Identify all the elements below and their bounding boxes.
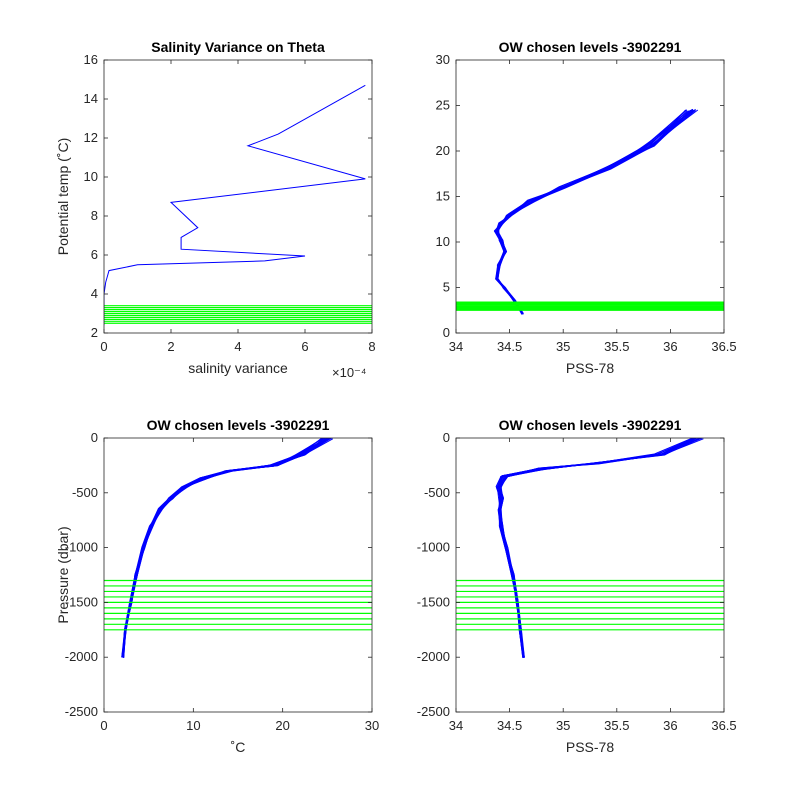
panel-4: 34 34.5 35 35.5 36 36.5 -2500 -2000 -1500 -1000 -5… <box>417 417 737 755</box>
panel-4-axes-box <box>455 437 725 713</box>
panel-2-y-tick-label-1: 0 <box>443 325 450 340</box>
panel-3-x-tick-label-4: 30 <box>365 718 379 733</box>
panel-3-y-tick-label-2: -2000 <box>65 649 98 664</box>
panel-1-x-tick-label-1: 0 <box>100 339 107 354</box>
panel-2-profile-line-5 <box>496 109 693 314</box>
panel-1-x-axis-label: salinity variance <box>188 360 288 376</box>
panel-3-y-tick-label-6: 0 <box>91 430 98 445</box>
panel-1-plot-area <box>104 84 372 326</box>
panel-1-x-exponent: ×10⁻⁴ <box>332 365 367 380</box>
panel-2-x-tick-label-2: 34.5 <box>497 339 522 354</box>
panel-4-y-tick-label-2: -2000 <box>417 649 450 664</box>
panel-4-x-tick-label-5: 36 <box>663 718 677 733</box>
panel-1-x-tick-label-3: 4 <box>234 339 241 354</box>
panel-3-y-tick-label-4: -1000 <box>65 540 98 555</box>
panel-3-x-tick-label-3: 20 <box>275 718 289 733</box>
panel-4-x-tick-label-3: 35 <box>556 718 570 733</box>
panel-3-plot-area <box>104 438 372 658</box>
panel-2-x-tick-label-5: 36 <box>663 339 677 354</box>
panel-4-x-tick-label-4: 35.5 <box>604 718 629 733</box>
panel-1-x-tick-label-5: 8 <box>368 339 375 354</box>
panel-2-profile-line-18 <box>495 109 688 314</box>
panel-3-title: OW chosen levels -3902291 <box>147 417 330 433</box>
panel-2-profile-line-2 <box>496 110 692 315</box>
panel-4-y-tick-label-5: -500 <box>424 485 450 500</box>
panel-2-profile-line-16 <box>497 109 699 314</box>
panel-2-axes-box <box>455 59 725 334</box>
panel-1-y-axis-label: Potential temp (˚C) <box>55 138 71 255</box>
panel-1-x-tick-label-2: 2 <box>167 339 174 354</box>
panel-3-x-tick-label-2: 10 <box>186 718 200 733</box>
panel-2-profile-line-4 <box>494 108 696 314</box>
panel-2-profile-line-7 <box>494 109 694 314</box>
panel-2-x-tick-label-1: 34 <box>449 339 463 354</box>
panel-3-profile-line-7 <box>121 438 329 657</box>
panel-2-x-tick-label-4: 35.5 <box>604 339 629 354</box>
panel-1-y-tick-label-7: 14 <box>84 91 98 106</box>
panel-2-y-tick-label-6: 25 <box>436 98 450 113</box>
panel-1-axes-box <box>103 59 373 334</box>
panel-1-y-tick-label-5: 10 <box>84 169 98 184</box>
panel-2-profile-line-1 <box>495 109 692 315</box>
panel-2-x-tick-label-6: 36.5 <box>711 339 736 354</box>
panel-3-axes-box <box>103 437 373 713</box>
panel-4-profile-line-18 <box>496 438 703 658</box>
panel-3-x-axis-label: ˚C <box>231 739 246 755</box>
panel-4-y-tick-label-3: -1500 <box>417 594 450 609</box>
panel-2: 34 34.5 35 35.5 36 36.5 0 5 10 15 20 25 30 OW chosen … <box>436 39 737 376</box>
panel-4-x-tick-label-1: 34 <box>449 718 463 733</box>
panel-2-plot-area <box>456 108 724 315</box>
panel-2-y-tick-label-7: 30 <box>436 52 450 67</box>
panel-4-x-tick-label-2: 34.5 <box>497 718 522 733</box>
panel-3-y-tick-label-5: -500 <box>72 485 98 500</box>
panel-2-profile-line-3 <box>493 109 695 315</box>
panel-1-profile-line-1 <box>104 84 366 326</box>
panel-2-title: OW chosen levels -3902291 <box>499 39 682 55</box>
panel-4-title: OW chosen levels -3902291 <box>499 417 682 433</box>
panel-4-x-tick-label-6: 36.5 <box>711 718 736 733</box>
panel-2-profile-line-6 <box>495 108 694 315</box>
panel-2-profile-line-17 <box>496 109 694 314</box>
panel-1-y-tick-label-3: 6 <box>91 247 98 262</box>
panel-1-y-tick-label-1: 2 <box>91 325 98 340</box>
panel-2-profile-line-11 <box>495 109 696 314</box>
panel-2-x-tick-label-3: 35 <box>556 339 570 354</box>
panel-1-y-tick-label-8: 16 <box>84 52 98 67</box>
panel-1-x-tick-label-4: 6 <box>301 339 308 354</box>
panel-3-y-tick-label-3: -1500 <box>65 594 98 609</box>
panel-4-x-axis-label: PSS-78 <box>566 739 614 755</box>
panel-2-profile-line-14 <box>497 109 693 315</box>
panel-3-y-axis-label: Pressure (dbar) <box>55 526 71 623</box>
panel-2-y-tick-label-3: 10 <box>436 234 450 249</box>
panel-3: 0 10 20 30 -2500 -2000 -1500 -1000 -500 0 OW chose… <box>55 417 379 755</box>
panel-4-y-tick-label-4: -1000 <box>417 540 450 555</box>
panel-3-y-tick-label-1: -2500 <box>65 704 98 719</box>
panel-2-y-tick-label-4: 15 <box>436 189 450 204</box>
panel-2-profile-line-10 <box>495 109 691 314</box>
panel-1-title: Salinity Variance on Theta <box>151 39 325 55</box>
panel-2-y-tick-label-5: 20 <box>436 143 450 158</box>
panel-4-y-tick-label-6: 0 <box>443 430 450 445</box>
panel-4-plot-area <box>456 438 724 659</box>
panel-1-y-tick-label-4: 8 <box>91 208 98 223</box>
panel-1-y-tick-label-6: 12 <box>84 130 98 145</box>
panel-4-y-tick-label-1: -2500 <box>417 704 450 719</box>
panel-2-x-axis-label: PSS-78 <box>566 360 614 376</box>
panel-1-y-tick-label-2: 4 <box>91 286 98 301</box>
panel-2-y-tick-label-2: 5 <box>443 280 450 295</box>
panel-3-x-tick-label-1: 0 <box>100 718 107 733</box>
panel-3-profile-line-18 <box>123 438 325 658</box>
